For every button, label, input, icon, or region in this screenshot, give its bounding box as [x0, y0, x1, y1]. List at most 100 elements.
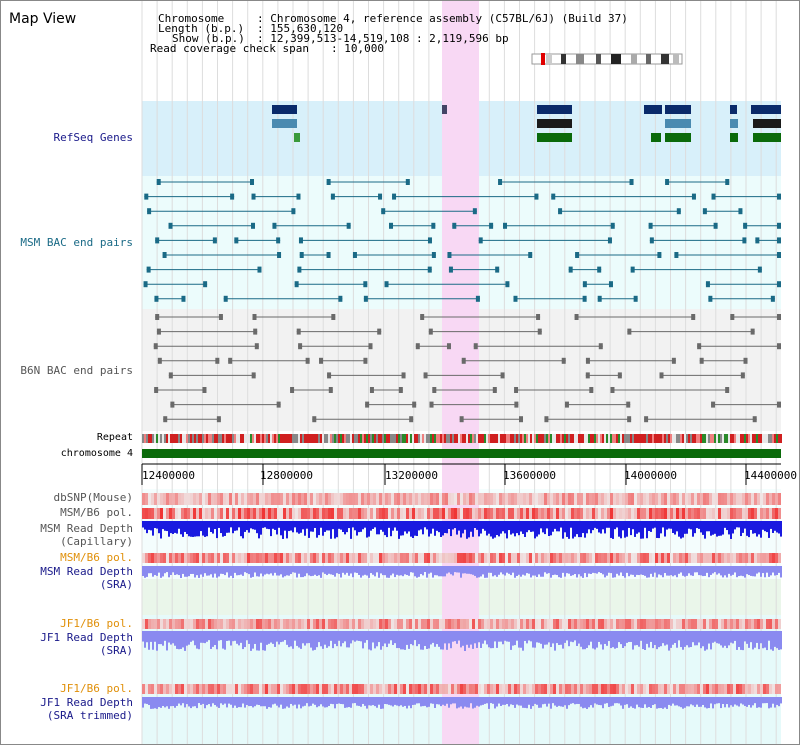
msm-b6-pol-strip — [406, 508, 409, 519]
jf1-depth-sra-bar — [378, 631, 380, 643]
jf1-b6-pol-trimmed-strip — [265, 684, 268, 694]
msm-depth-capillary-bar — [526, 521, 528, 533]
msm-b6-pol-sra-strip — [202, 553, 205, 563]
msm-b6-pol-strip — [640, 508, 643, 519]
jf1-depth-trimmed-bar — [680, 697, 682, 708]
jf1-depth-trimmed-bar — [762, 697, 764, 704]
jf1-depth-sra-bar — [164, 631, 166, 641]
msm-depth-capillary-bar — [240, 521, 242, 537]
jf1-depth-sra-bar — [546, 631, 548, 645]
jf1-b6-pol-strip — [388, 619, 391, 629]
jf1-b6-pol-strip — [637, 619, 640, 629]
msm-bac-pair-end — [338, 295, 343, 302]
dbsnp-strip — [484, 493, 487, 505]
msm-depth-capillary-bar — [702, 521, 704, 535]
jf1-depth-sra-bar — [256, 631, 258, 651]
jf1-depth-trimmed-bar — [298, 697, 300, 705]
msm-depth-sra-bar — [158, 566, 160, 573]
repeat-segment — [204, 434, 206, 443]
msm-b6-pol-sra-strip — [259, 553, 262, 563]
dbsnp-strip — [658, 493, 661, 505]
msm-bac-pair-end — [607, 237, 612, 244]
dbsnp-strip — [205, 493, 208, 505]
track-label-msm-bac[interactable]: MSM BAC end pairs — [20, 236, 133, 249]
msm-b6-pol-strip — [268, 508, 271, 519]
msm-depth-sra-bar — [428, 566, 430, 574]
track-label-jf1-b6-pol-trimmed[interactable]: JF1/B6 pol. — [60, 682, 133, 695]
msm-b6-pol-sra-strip — [292, 553, 295, 563]
msm-b6-pol-sra-strip — [403, 553, 406, 563]
msm-depth-sra-bar — [392, 566, 394, 574]
track-label-msm-b6-pol[interactable]: MSM/B6 pol. — [60, 506, 133, 519]
jf1-depth-trimmed-bar — [268, 697, 270, 708]
jf1-b6-pol-strip — [427, 619, 430, 629]
jf1-b6-pol-strip — [382, 619, 385, 629]
jf1-b6-pol-strip — [298, 619, 301, 629]
msm-b6-pol-strip — [724, 508, 727, 519]
track-label-msm-b6-pol-sra[interactable]: MSM/B6 pol. — [60, 551, 133, 564]
jf1-depth-sra-bar — [258, 631, 260, 651]
repeat-segment — [344, 434, 346, 443]
repeat-segment — [266, 434, 268, 443]
jf1-depth-sra-bar — [198, 631, 200, 650]
dbsnp-strip — [385, 493, 388, 505]
jf1-b6-pol-strip — [559, 619, 562, 629]
jf1-b6-pol-strip — [763, 619, 766, 629]
jf1-b6-pol-strip — [448, 619, 451, 629]
msm-depth-sra-bar — [376, 566, 378, 573]
jf1-b6-pol-trimmed-strip — [592, 684, 595, 694]
repeat-segment — [226, 434, 228, 443]
msm-depth-sra-bar — [744, 566, 746, 578]
jf1-depth-sra-bar — [734, 631, 736, 641]
msm-depth-sra-bar — [412, 566, 414, 573]
track-label-b6n-bac[interactable]: B6N BAC end pairs — [20, 364, 133, 377]
track-label-jf1-depth-sra[interactable]: JF1 Read Depth — [40, 631, 133, 644]
track-label-dbsnp[interactable]: dbSNP(Mouse) — [53, 491, 133, 504]
msm-b6-pol-sra-strip — [556, 553, 559, 563]
track-label-msm-depth-capillary[interactable]: MSM Read Depth — [40, 522, 133, 535]
jf1-b6-pol-trimmed-strip — [481, 684, 484, 694]
msm-depth-capillary-bar — [586, 521, 588, 534]
msm-depth-capillary-bar — [532, 521, 534, 532]
msm-b6-pol-strip — [181, 508, 184, 519]
repeat-segment — [238, 434, 240, 443]
jf1-b6-pol-trimmed-strip — [505, 684, 508, 694]
repeat-segment — [326, 434, 328, 443]
track-label-jf1-depth-trimmed[interactable]: JF1 Read Depth — [40, 696, 133, 709]
msm-depth-capillary-bar — [318, 521, 320, 536]
track-label-jf1-b6-pol[interactable]: JF1/B6 pol. — [60, 617, 133, 630]
jf1-depth-sra-bar — [742, 631, 744, 651]
repeat-segment — [380, 434, 382, 443]
msm-b6-pol-sra-strip — [460, 553, 463, 563]
repeat-segment — [190, 434, 192, 443]
track-label-msm-depth-sra[interactable]: MSM Read Depth — [40, 565, 133, 578]
msm-b6-pol-strip — [172, 508, 175, 519]
repeat-segment — [464, 434, 466, 443]
dbsnp-strip — [694, 493, 697, 505]
msm-depth-sra-bar — [522, 566, 524, 575]
msm-depth-capillary-bar — [656, 521, 658, 538]
jf1-depth-sra-bar — [306, 631, 308, 644]
msm-depth-sra-bar — [682, 566, 684, 576]
msm-bac-pair-end — [777, 237, 781, 244]
track-label-refseq-genes[interactable]: RefSeq Genes — [53, 131, 133, 144]
repeat-segment — [382, 434, 384, 443]
jf1-depth-sra-bar — [152, 631, 154, 650]
msm-depth-sra-bar — [402, 566, 404, 577]
dbsnp-strip — [460, 493, 463, 505]
jf1-depth-trimmed-bar — [428, 697, 430, 707]
jf1-depth-sra-bar — [650, 631, 652, 642]
msm-b6-pol-strip — [730, 508, 733, 519]
msm-depth-capillary-bar — [252, 521, 254, 530]
msm-b6-pol-sra-strip — [634, 553, 637, 563]
track-label-repeat[interactable]: Repeat — [96, 432, 133, 443]
msm-depth-sra-bar — [246, 566, 248, 574]
msm-bac-pair-end — [234, 237, 239, 244]
dbsnp-strip — [394, 493, 397, 505]
msm-b6-pol-sra-strip — [349, 553, 352, 563]
jf1-b6-pol-strip — [766, 619, 769, 629]
repeat-segment — [712, 434, 714, 443]
jf1-b6-pol-trimmed-strip — [439, 684, 442, 694]
dbsnp-strip — [472, 493, 475, 505]
